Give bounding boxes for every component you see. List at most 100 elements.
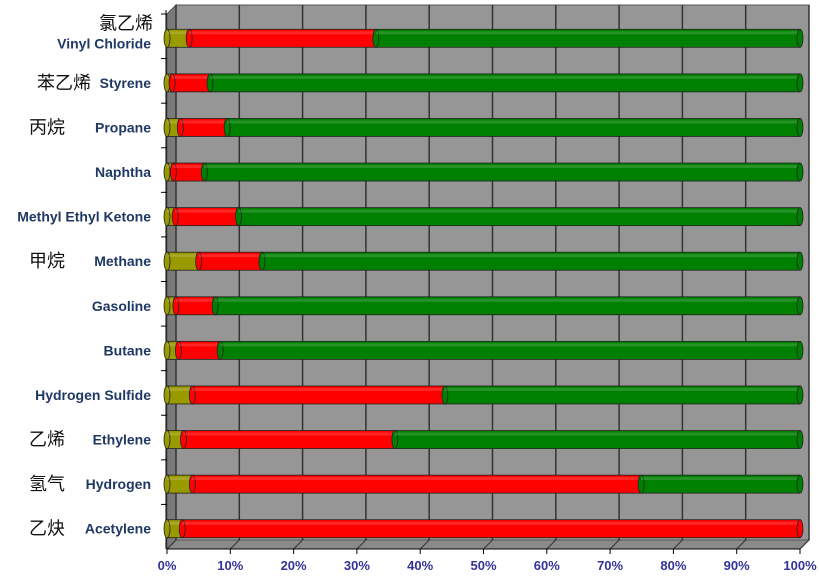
bar-highlight xyxy=(641,477,800,481)
bar-segment-cap xyxy=(163,340,171,360)
category-label: Naphtha xyxy=(95,164,151,180)
category-label: Hydrogen xyxy=(86,476,151,492)
bar-segment-cap xyxy=(169,162,177,182)
bar-segment-cap xyxy=(441,385,449,405)
x-tick-label: 90% xyxy=(724,558,750,573)
bar-segment-cap xyxy=(188,385,196,405)
bar-end-cap xyxy=(796,28,804,48)
x-tick-label: 100% xyxy=(783,558,817,573)
bar-highlight xyxy=(394,432,800,436)
bar-segment-cap xyxy=(176,118,184,137)
floor-gridline xyxy=(546,539,557,550)
bar-segment-cap xyxy=(163,28,171,48)
bar-highlight xyxy=(220,343,800,347)
floor-gridline xyxy=(293,539,303,550)
bar-highlight xyxy=(189,31,376,35)
bar-highlight xyxy=(167,477,193,481)
category-label: Gasoline xyxy=(92,298,151,314)
chinese-label: 苯乙烯 xyxy=(37,73,91,94)
bar-highlight xyxy=(204,165,801,169)
bar-segment-cap xyxy=(637,474,645,494)
bar-highlight xyxy=(227,120,800,124)
bar-highlight xyxy=(178,343,221,347)
floor-gridline xyxy=(356,539,367,550)
category-label: Butane xyxy=(104,342,152,358)
x-tick-label: 60% xyxy=(534,558,560,573)
floor-gridline xyxy=(483,539,493,550)
bar-segment-cap xyxy=(174,340,182,360)
bar-segment-cap xyxy=(163,474,171,494)
bar-highlight xyxy=(183,432,395,436)
x-tick-label: 0% xyxy=(158,558,177,573)
x-tick-label: 40% xyxy=(407,558,433,573)
bar-segment-cap xyxy=(258,251,266,271)
bar-segment-cap xyxy=(216,340,224,360)
bar-segment-cap xyxy=(163,430,171,449)
chinese-label: 丙烷 xyxy=(29,117,65,138)
bar-end-cap xyxy=(796,207,804,227)
bar-highlight xyxy=(175,209,239,213)
chinese-label: 氯乙烯 xyxy=(99,13,153,34)
bar-segment-cap xyxy=(172,296,180,316)
chinese-label: 乙烯 xyxy=(29,430,65,451)
x-tick-label: 70% xyxy=(597,558,623,573)
bar-segment-cap xyxy=(163,385,171,405)
bar-end-cap xyxy=(796,519,804,539)
x-tick-label: 30% xyxy=(344,558,370,573)
bar-highlight xyxy=(375,31,800,35)
bar-highlight xyxy=(198,254,262,258)
bar-end-cap xyxy=(796,251,804,271)
chinese-label: 乙炔 xyxy=(29,519,65,540)
chinese-label: 氢气 xyxy=(29,474,65,495)
bar-highlight xyxy=(180,120,228,124)
bar-segment-cap xyxy=(195,251,203,271)
bar-end-cap xyxy=(796,474,804,494)
floor-gridline xyxy=(229,539,240,550)
category-label: Acetylene xyxy=(85,521,151,537)
category-label: Styrene xyxy=(100,75,152,91)
bar-highlight xyxy=(172,75,211,79)
bar-segment-cap xyxy=(171,207,179,227)
bar-highlight xyxy=(210,75,800,79)
bar-highlight xyxy=(444,387,800,391)
floor-gridline xyxy=(609,539,620,550)
bar-segment-cap xyxy=(163,207,171,227)
x-tick-label: 20% xyxy=(281,558,307,573)
bar-segment-cap xyxy=(211,296,219,316)
bar-end-cap xyxy=(796,73,804,93)
bar-segment-cap xyxy=(206,73,214,93)
category-label: Methyl Ethyl Ketone xyxy=(17,209,151,225)
floor-gridline xyxy=(419,539,430,550)
bar-segment-cap xyxy=(223,118,231,137)
bar-highlight xyxy=(215,298,800,302)
bar-segment-cap xyxy=(163,519,171,539)
bar-highlight xyxy=(167,432,184,436)
x-tick-label: 50% xyxy=(470,558,496,573)
bar-highlight xyxy=(167,521,183,525)
bar-segment-cap xyxy=(180,430,187,449)
bar-highlight xyxy=(182,521,800,525)
bar-highlight xyxy=(261,254,800,258)
bar-highlight xyxy=(167,343,179,347)
x-tick-label: 80% xyxy=(660,558,686,573)
chinese-label: 甲烷 xyxy=(29,251,65,272)
bar-highlight xyxy=(167,387,193,391)
bar-highlight xyxy=(167,31,190,35)
category-label: Methane xyxy=(94,253,151,269)
floor-gridline xyxy=(736,539,747,550)
bar-highlight xyxy=(167,298,176,302)
bar-segment-cap xyxy=(235,207,242,227)
category-label: Hydrogen Sulfide xyxy=(35,387,151,403)
bar-segment-cap xyxy=(168,73,176,93)
floor-gridline xyxy=(673,539,683,550)
bar-segment-cap xyxy=(188,474,196,494)
bar-highlight xyxy=(167,209,176,213)
bar-highlight xyxy=(167,254,199,258)
category-label: Ethylene xyxy=(93,432,152,448)
bar-end-cap xyxy=(796,118,804,137)
bar-highlight xyxy=(238,209,801,213)
bar-segment-cap xyxy=(200,162,208,182)
floor-gridline xyxy=(166,539,177,550)
floor-gridline xyxy=(799,539,810,550)
